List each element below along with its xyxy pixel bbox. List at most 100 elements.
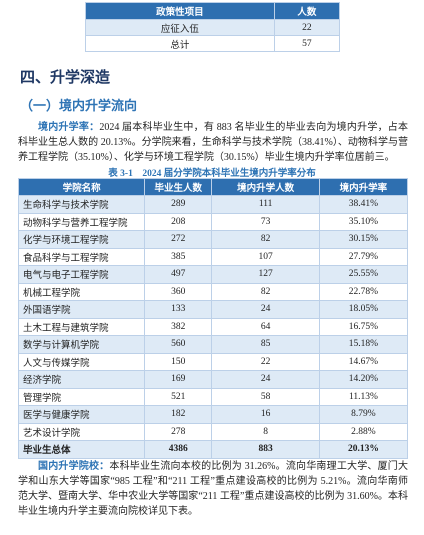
cell: 外国语学院 <box>17 300 146 319</box>
header-cell: 境内升学人数 <box>211 178 320 196</box>
cell: 382 <box>144 317 213 336</box>
cell: 管理学院 <box>17 387 146 406</box>
cell: 24 <box>211 370 320 389</box>
cell: 15.18% <box>318 335 409 354</box>
paragraph: 境内升学率：2024 届本科毕业生中，有 883 名毕业生的毕业去向为境内升学，… <box>18 120 408 165</box>
cell: 经济学院 <box>17 370 146 389</box>
cell: 8 <box>211 422 320 441</box>
header-cell: 政策性项目 <box>85 2 275 20</box>
cell: 土木工程与建筑学院 <box>17 317 146 336</box>
row: 管理学院 521 58 11.13% <box>17 387 409 406</box>
text: 本科毕业生流向本校的比例为 31.26%。流向华南理工大学、厦门大学和山东大学等… <box>18 461 408 517</box>
top-table: 政策性项目 人数 应征入伍 22 总计 57 <box>85 2 341 52</box>
cell: 107 <box>211 247 320 266</box>
cell: 560 <box>144 335 213 354</box>
row: 经济学院 169 24 14.20% <box>17 370 409 389</box>
cell: 82 <box>211 282 320 301</box>
cell: 14.67% <box>318 352 409 371</box>
cell: 278 <box>144 422 213 441</box>
cell: 22.78% <box>318 282 409 301</box>
cell: 385 <box>144 247 213 266</box>
cell: 82 <box>211 230 320 249</box>
row: 动物科学与营养工程学院 208 73 35.10% <box>17 212 409 231</box>
cell: 16.75% <box>318 317 409 336</box>
paragraph: 国内升学院校：本科毕业生流向本校的比例为 31.26%。流向华南理工大学、厦门大… <box>18 459 408 519</box>
row: 电气与电子工程学院 497 127 25.55% <box>17 265 409 284</box>
cell: 应征入伍 <box>85 19 275 36</box>
cell: 人文与传媒学院 <box>17 352 146 371</box>
text: 2024 届本科毕业生中，有 883 名毕业生的毕业去向为境内升学，占本科毕业生… <box>18 122 409 163</box>
header-row: 学院名称 毕业生人数 境内升学人数 境内升学率 <box>17 178 409 196</box>
cell: 127 <box>211 265 320 284</box>
cell: 182 <box>144 405 213 424</box>
cell: 14.20% <box>318 370 409 389</box>
cell: 8.79% <box>318 405 409 424</box>
cell: 208 <box>144 212 213 231</box>
cell: 数学与计算机学院 <box>17 335 146 354</box>
row: 艺术设计学院 278 8 2.88% <box>17 422 409 441</box>
label: 国内升学院校： <box>38 461 110 472</box>
cell: 111 <box>211 195 320 214</box>
cell: 艺术设计学院 <box>17 422 146 441</box>
cell: 85 <box>211 335 320 354</box>
cell: 22 <box>273 19 341 36</box>
row: 数学与计算机学院 560 85 15.18% <box>17 335 409 354</box>
cell: 机械工程学院 <box>17 282 146 301</box>
cell: 20.13% <box>318 440 409 459</box>
caption: 表 3-1 2024 届分学院本科毕业生境内升学率分布 <box>108 169 316 179</box>
cell: 497 <box>144 265 213 284</box>
heading: 四、升学深造 <box>20 70 111 86</box>
cell: 35.10% <box>318 212 409 231</box>
cell: 272 <box>144 230 213 249</box>
row: 外国语学院 133 24 18.05% <box>17 300 409 319</box>
row: 土木工程与建筑学院 382 64 16.75% <box>17 317 409 336</box>
cell: 11.13% <box>318 387 409 406</box>
cell: 4386 <box>144 440 213 459</box>
table: 学院名称 毕业生人数 境内升学人数 境内升学率 生命科学与技术学院 289 111 38.41… <box>17 178 409 459</box>
cell: 化学与环境工程学院 <box>17 230 146 249</box>
cell: 521 <box>144 387 213 406</box>
row: 食品科学与工程学院 385 107 27.79% <box>17 247 409 266</box>
header-cell: 毕业生人数 <box>144 178 213 196</box>
cell: 医学与健康学院 <box>17 405 146 424</box>
row: 应征入伍 22 <box>85 19 341 36</box>
header-cell: 人数 <box>273 2 341 20</box>
row: 人文与传媒学院 150 22 14.67% <box>17 352 409 371</box>
cell: 169 <box>144 370 213 389</box>
cell: 2.88% <box>318 422 409 441</box>
row: 医学与健康学院 182 16 8.79% <box>17 405 409 424</box>
cell: 生命科学与技术学院 <box>17 195 146 214</box>
cell: 电气与电子工程学院 <box>17 265 146 284</box>
cell: 133 <box>144 300 213 319</box>
header-cell: 境内升学率 <box>318 178 409 196</box>
subheading: （一）境内升学流向 <box>20 98 138 113</box>
cell: 16 <box>211 405 320 424</box>
header-cell: 学院名称 <box>17 178 146 196</box>
cell: 总计 <box>85 35 275 52</box>
cell: 150 <box>144 352 213 371</box>
row: 机械工程学院 360 82 22.78% <box>17 282 409 301</box>
cell: 食品科学与工程学院 <box>17 247 146 266</box>
cell: 58 <box>211 387 320 406</box>
cell: 289 <box>144 195 213 214</box>
cell: 25.55% <box>318 265 409 284</box>
cell: 883 <box>211 440 320 459</box>
cell: 24 <box>211 300 320 319</box>
row: 化学与环境工程学院 272 82 30.15% <box>17 230 409 249</box>
cell: 73 <box>211 212 320 231</box>
row: 总计 57 <box>85 35 341 52</box>
label: 境内升学率： <box>38 122 100 133</box>
cell: 30.15% <box>318 230 409 249</box>
cell: 毕业生总体 <box>17 440 146 459</box>
cell: 22 <box>211 352 320 371</box>
cell: 360 <box>144 282 213 301</box>
cell: 38.41% <box>318 195 409 214</box>
row: 生命科学与技术学院 289 111 38.41% <box>17 195 409 214</box>
cell: 27.79% <box>318 247 409 266</box>
cell: 18.05% <box>318 300 409 319</box>
cell: 64 <box>211 317 320 336</box>
header-row: 政策性项目 人数 <box>85 2 341 20</box>
cell: 57 <box>273 35 341 52</box>
row: 毕业生总体 4386 883 20.13% <box>17 440 409 459</box>
